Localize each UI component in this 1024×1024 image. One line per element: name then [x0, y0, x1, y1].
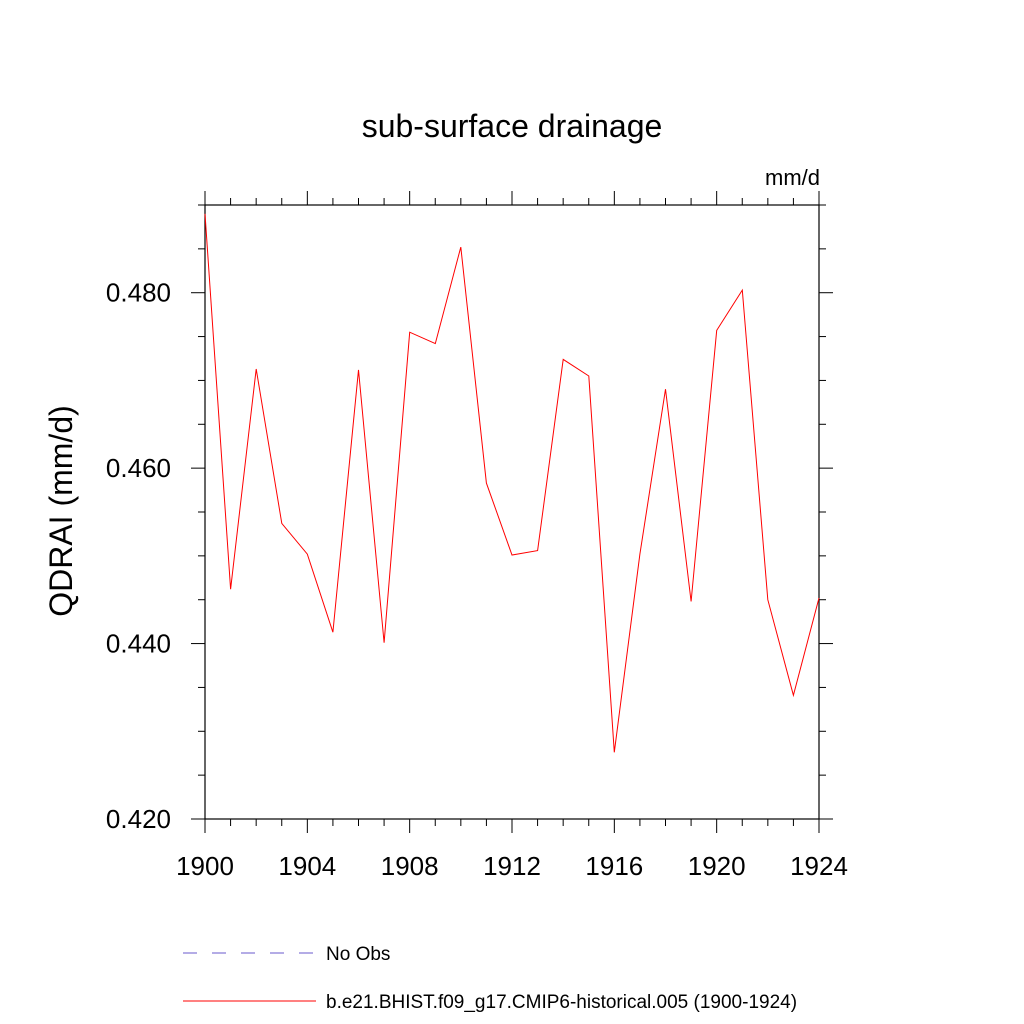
y-axis-label: QDRAI (mm/d)	[43, 405, 79, 617]
legend: No Obs b.e21.BHIST.f09_g17.CMIP6-histori…	[183, 944, 797, 1013]
units-label: mm/d	[765, 165, 820, 190]
x-tick-label: 1912	[483, 851, 541, 881]
y-tick-label: 0.480	[106, 278, 171, 308]
x-tick-label: 1924	[790, 851, 848, 881]
legend-series-label: b.e21.BHIST.f09_g17.CMIP6-historical.005…	[326, 992, 797, 1013]
y-tick-label: 0.440	[106, 629, 171, 659]
series-line	[204, 213, 820, 753]
x-tick-label: 1904	[278, 851, 336, 881]
x-tick-label: 1920	[688, 851, 746, 881]
series-group	[204, 213, 820, 753]
x-tick-label: 1916	[585, 851, 643, 881]
x-tick-label: 1908	[381, 851, 439, 881]
chart-title: sub-surface drainage	[362, 108, 663, 144]
plot-frame	[204, 204, 820, 820]
axis-ticks	[191, 191, 833, 833]
y-tick-label: 0.420	[106, 804, 171, 834]
legend-no-obs-label: No Obs	[326, 944, 390, 965]
y-tick-label: 0.460	[106, 453, 171, 483]
x-tick-labels: 1900 1904 1908 1912 1916 1920 1924	[176, 851, 848, 881]
x-tick-label: 1900	[176, 851, 234, 881]
y-tick-labels: 0.420 0.440 0.460 0.480	[106, 278, 171, 834]
